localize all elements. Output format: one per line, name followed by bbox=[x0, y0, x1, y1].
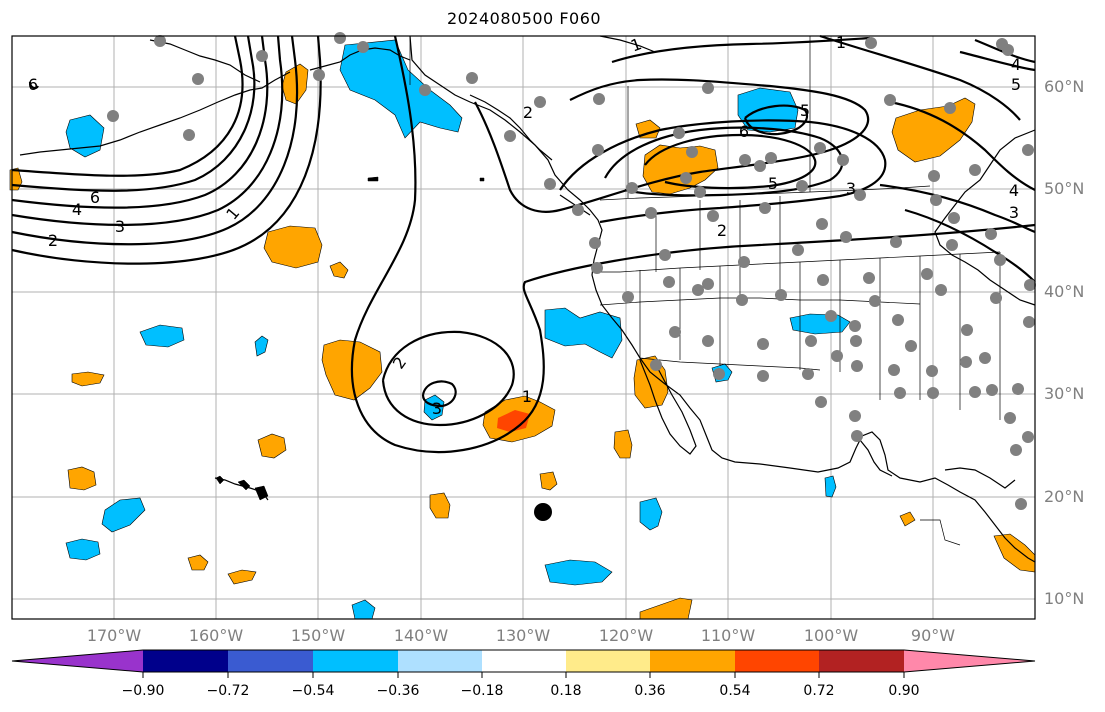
contour-label: 2 bbox=[48, 231, 58, 250]
coastlines bbox=[19, 35, 1036, 563]
lat-label-50n: 50°N bbox=[1044, 179, 1085, 198]
colorbar-segment bbox=[650, 650, 735, 672]
contour-label: 1 bbox=[836, 33, 846, 52]
colorbar bbox=[11, 649, 1036, 678]
colorbar-tick-label: −0.90 bbox=[121, 683, 165, 699]
lon-label-140w: 140°W bbox=[393, 626, 449, 645]
contour-label: 5 bbox=[1011, 75, 1021, 94]
colorbar-high-extension bbox=[904, 650, 1035, 672]
colorbar-tick-label: −0.36 bbox=[376, 683, 420, 699]
contour-lines bbox=[11, 34, 1036, 454]
contour-label: 1 bbox=[522, 387, 532, 406]
colorbar-tick-label: 0.72 bbox=[803, 683, 835, 699]
station-dots bbox=[107, 32, 1036, 510]
map-border bbox=[11, 35, 1036, 620]
colorbar-segment bbox=[566, 650, 650, 672]
contour-label: 6 bbox=[739, 122, 749, 141]
contour-label: 4 bbox=[1009, 181, 1019, 200]
colorbar-segment bbox=[735, 650, 819, 672]
colorbar-tick-label: −0.54 bbox=[291, 683, 335, 699]
lon-label-110w: 110°W bbox=[700, 626, 756, 645]
colorbar-segment bbox=[228, 650, 313, 672]
contour-label: 2 bbox=[717, 221, 727, 240]
lat-label-20n: 20°N bbox=[1044, 487, 1085, 506]
colorbar-tick-label: −0.18 bbox=[460, 683, 504, 699]
lat-label-10n: 10°N bbox=[1044, 589, 1085, 608]
contour-label: 4 bbox=[1011, 55, 1021, 74]
contour-label: 6 bbox=[90, 188, 100, 207]
colorbar-segment bbox=[143, 650, 228, 672]
colorbar-tick-label: 0.90 bbox=[888, 683, 920, 699]
political-boundaries bbox=[409, 36, 1001, 546]
lon-label-100w: 100°W bbox=[803, 626, 859, 645]
colorbar-segment bbox=[819, 650, 904, 672]
contour-label: 5 bbox=[800, 101, 810, 120]
storm-marker bbox=[534, 503, 552, 521]
colorbar-tick-label: 0.18 bbox=[550, 683, 582, 699]
colorbar-segment bbox=[482, 650, 566, 672]
contour-label: 3 bbox=[115, 217, 125, 236]
lon-label-150w: 150°W bbox=[290, 626, 346, 645]
contour-label: 6 bbox=[28, 75, 38, 94]
lat-label-60n: 60°N bbox=[1044, 77, 1085, 96]
lon-label-130w: 130°W bbox=[495, 626, 551, 645]
contour-label: 2 bbox=[523, 103, 533, 122]
lon-label-120w: 120°W bbox=[598, 626, 654, 645]
strong-positive-fills bbox=[497, 410, 530, 432]
colorbar-segment bbox=[313, 650, 398, 672]
island-outlines bbox=[215, 176, 485, 501]
contour-label: 3 bbox=[432, 399, 442, 418]
contour-label: 3 bbox=[846, 179, 856, 198]
contour-label: 3 bbox=[1009, 203, 1019, 222]
lon-label-90w: 90°W bbox=[910, 626, 956, 645]
graticule bbox=[12, 36, 1035, 619]
colorbar-tick-label: 0.36 bbox=[634, 683, 666, 699]
lon-label-170w: 170°W bbox=[86, 626, 142, 645]
map-title: 2024080500 F060 bbox=[446, 9, 602, 28]
contour-label: 4 bbox=[72, 200, 82, 219]
lat-label-30n: 30°N bbox=[1044, 384, 1085, 403]
colorbar-tick-label: −0.72 bbox=[206, 683, 250, 699]
lat-label-40n: 40°N bbox=[1044, 282, 1085, 301]
lon-label-160w: 160°W bbox=[188, 626, 244, 645]
contour-label: 5 bbox=[768, 174, 778, 193]
colorbar-low-extension bbox=[12, 650, 143, 672]
colorbar-segment bbox=[398, 650, 482, 672]
colorbar-tick-label: 0.54 bbox=[719, 683, 751, 699]
